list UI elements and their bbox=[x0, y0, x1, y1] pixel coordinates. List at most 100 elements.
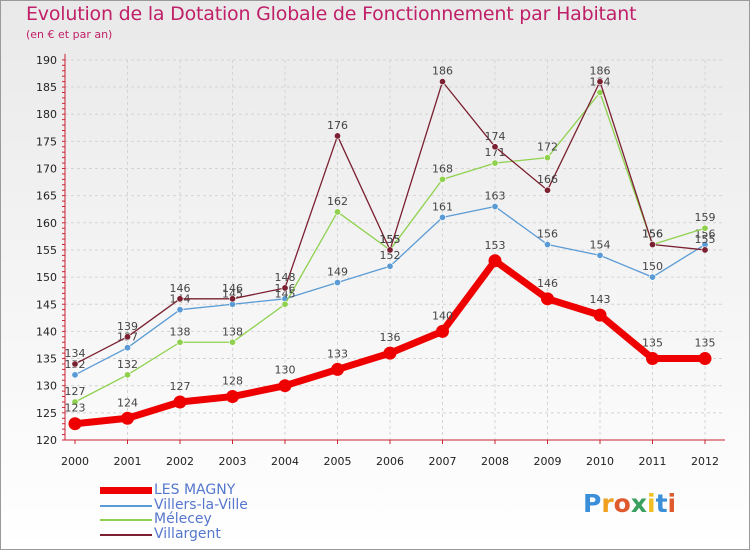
data-label: 146 bbox=[537, 277, 558, 290]
data-point bbox=[333, 279, 341, 287]
data-point bbox=[229, 338, 237, 346]
data-point bbox=[176, 295, 184, 303]
y-tick-label: 185 bbox=[36, 81, 57, 94]
data-point bbox=[71, 398, 79, 406]
data-point bbox=[491, 143, 499, 151]
data-point bbox=[173, 395, 187, 409]
line-chart: 120 125 130 135 140 145 150 155 160 165 170 175 180 1… bbox=[36, 53, 725, 468]
data-point bbox=[543, 241, 551, 249]
data-point bbox=[438, 213, 446, 221]
data-label: 145 bbox=[222, 287, 243, 300]
data-point bbox=[698, 352, 712, 366]
data-label: 162 bbox=[327, 195, 348, 208]
data-point bbox=[333, 208, 341, 216]
data-point bbox=[596, 251, 604, 259]
y-tick-label: 175 bbox=[36, 135, 57, 148]
legend-swatch bbox=[100, 504, 152, 507]
x-tick-label: 2004 bbox=[271, 455, 299, 468]
data-label: 148 bbox=[275, 271, 296, 284]
data-point bbox=[593, 308, 607, 322]
data-point bbox=[229, 295, 237, 303]
data-point bbox=[541, 292, 554, 306]
data-label: 140 bbox=[432, 309, 453, 322]
x-tick-label: 2010 bbox=[586, 455, 614, 468]
data-point bbox=[68, 417, 82, 431]
data-label: 155 bbox=[380, 233, 401, 246]
data-point bbox=[281, 300, 289, 308]
data-label: 152 bbox=[380, 249, 401, 262]
x-tick-label: 2012 bbox=[691, 455, 719, 468]
data-label: 171 bbox=[485, 146, 506, 159]
data-point bbox=[701, 246, 709, 254]
y-tick-label: 160 bbox=[36, 217, 57, 230]
x-tick-label: 2006 bbox=[376, 455, 404, 468]
data-label: 174 bbox=[485, 130, 506, 143]
data-point bbox=[71, 371, 79, 379]
y-tick-label: 130 bbox=[36, 380, 57, 393]
proxiti-logo: Proxiti bbox=[583, 489, 676, 518]
data-label: 138 bbox=[222, 325, 243, 338]
data-label: 134 bbox=[65, 347, 86, 360]
data-point bbox=[386, 262, 394, 270]
data-point bbox=[646, 352, 659, 366]
data-label: 135 bbox=[642, 337, 663, 350]
data-label: 135 bbox=[695, 337, 716, 350]
data-point bbox=[121, 411, 134, 425]
data-label: 161 bbox=[432, 200, 453, 213]
data-label: 156 bbox=[537, 228, 558, 241]
data-point bbox=[278, 379, 292, 393]
y-tick-label: 180 bbox=[36, 108, 57, 121]
data-point bbox=[701, 224, 709, 232]
data-label: 163 bbox=[485, 190, 506, 203]
data-label: 132 bbox=[117, 358, 138, 371]
data-point bbox=[596, 78, 604, 86]
data-label: 123 bbox=[65, 402, 86, 415]
data-label: 156 bbox=[642, 228, 663, 241]
logo-letter: x bbox=[630, 489, 647, 518]
data-label: 130 bbox=[275, 364, 296, 377]
data-label: 176 bbox=[327, 119, 348, 132]
data-label: 186 bbox=[432, 65, 453, 78]
x-tick-label: 2008 bbox=[481, 455, 509, 468]
x-tick-label: 2007 bbox=[429, 455, 457, 468]
logo-letter: i bbox=[647, 489, 656, 518]
y-tick-label: 145 bbox=[36, 298, 57, 311]
data-label: 127 bbox=[65, 385, 86, 398]
data-point bbox=[386, 246, 394, 254]
data-point bbox=[438, 175, 446, 183]
y-tick-label: 140 bbox=[36, 325, 57, 338]
y-tick-label: 125 bbox=[36, 407, 57, 420]
x-tick-label: 2000 bbox=[61, 455, 89, 468]
data-point bbox=[648, 273, 656, 281]
data-label: 155 bbox=[380, 233, 401, 246]
legend-swatch bbox=[100, 533, 152, 536]
data-point bbox=[124, 333, 132, 341]
data-label: 159 bbox=[695, 211, 716, 224]
logo-letter: i bbox=[667, 489, 677, 518]
data-point bbox=[176, 306, 184, 314]
data-label: 136 bbox=[380, 331, 401, 344]
logo-letter: P bbox=[583, 489, 602, 518]
x-tick-label: 2002 bbox=[166, 455, 194, 468]
data-label: 153 bbox=[485, 239, 506, 252]
data-label: 133 bbox=[327, 347, 348, 360]
data-label: 145 bbox=[275, 287, 296, 300]
data-point bbox=[543, 154, 551, 162]
data-point bbox=[331, 362, 344, 376]
legend-swatch bbox=[100, 519, 152, 521]
y-tick-label: 170 bbox=[36, 163, 57, 176]
data-label: 166 bbox=[537, 173, 558, 186]
y-tick-label: 165 bbox=[36, 190, 57, 203]
data-point bbox=[488, 254, 502, 268]
data-label: 128 bbox=[222, 375, 243, 388]
data-point bbox=[71, 360, 79, 368]
data-point bbox=[491, 203, 499, 211]
x-tick-label: 2011 bbox=[639, 455, 667, 468]
data-label: 146 bbox=[170, 282, 191, 295]
logo-letter: r bbox=[601, 489, 614, 518]
data-label: 186 bbox=[590, 65, 611, 78]
data-label: 172 bbox=[537, 141, 558, 154]
data-point bbox=[226, 390, 239, 404]
data-label: 127 bbox=[170, 380, 191, 393]
